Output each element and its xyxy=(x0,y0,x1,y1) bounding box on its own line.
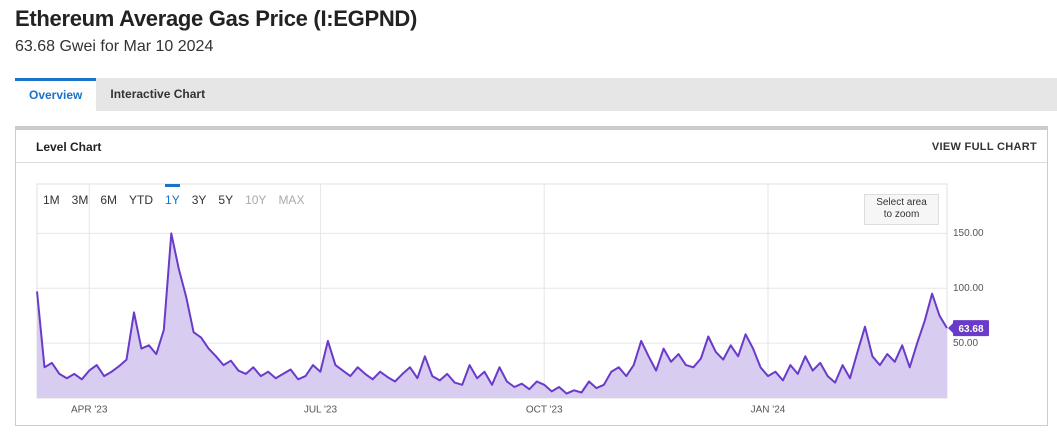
page-title: Ethereum Average Gas Price (I:EGPND) xyxy=(15,6,418,31)
range-button: 10Y xyxy=(245,193,267,207)
zoom-hint: Select area to zoom xyxy=(864,194,939,225)
tab[interactable]: Overview xyxy=(15,78,97,111)
last-value-label: 63.68 xyxy=(958,324,983,335)
y-tick-label: 150.00 xyxy=(953,228,984,239)
area xyxy=(37,233,947,398)
range-button[interactable]: 5Y xyxy=(218,193,234,207)
range-button[interactable]: 1M xyxy=(43,193,60,207)
tab-bar: Overview Interactive Chart xyxy=(15,78,1057,111)
last-value-pointer xyxy=(948,323,953,334)
range-button[interactable]: 1Y xyxy=(165,184,180,207)
chart-panel: Level Chart VIEW FULL CHART xyxy=(15,126,1048,426)
x-tick-label: JUL '23 xyxy=(304,405,338,416)
tab[interactable]: Interactive Chart xyxy=(110,87,206,101)
line xyxy=(36,232,948,395)
separator xyxy=(16,162,1047,163)
range-button[interactable]: 3M xyxy=(71,193,89,207)
range-button[interactable]: 6M xyxy=(100,193,118,207)
range-button: MAX xyxy=(278,193,305,207)
range-button[interactable]: YTD xyxy=(129,193,154,207)
x-tick-label: APR '23 xyxy=(71,405,108,416)
view-full-chart[interactable]: VIEW FULL CHART xyxy=(931,141,1037,153)
panel-title: Level Chart xyxy=(36,140,102,154)
range-buttons: 1M 3M 6M YTD 1Y 3Y 5Y 10Y MAX xyxy=(37,184,310,207)
x-tick-label: OCT '23 xyxy=(526,405,563,416)
y-tick-label: 100.00 xyxy=(953,283,984,294)
last-value-box xyxy=(953,320,989,337)
y-tick-label: 50.00 xyxy=(953,338,978,349)
x-tick-label: JAN '24 xyxy=(751,405,786,416)
range-button[interactable]: 3Y xyxy=(191,193,207,207)
page-subtitle: 63.68 Gwei for Mar 10 2024 xyxy=(15,38,214,55)
